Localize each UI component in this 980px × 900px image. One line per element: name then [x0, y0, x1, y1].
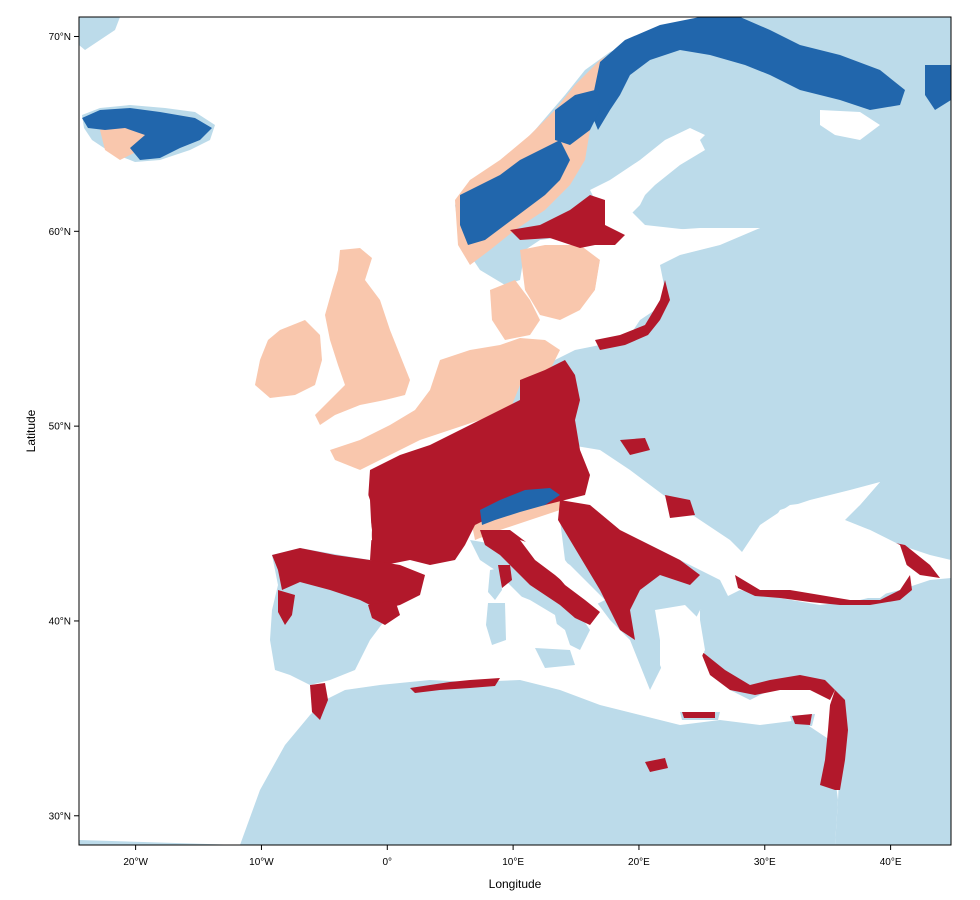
tyrrhenian-sea: [505, 590, 560, 645]
region-east-patches: [665, 495, 695, 518]
class-dark-red-layer: [272, 195, 940, 790]
white-sea: [820, 110, 880, 140]
region-norwegian-mountains: [460, 140, 570, 245]
region-north-africa-coast: [410, 678, 500, 693]
black-sea: [738, 482, 910, 598]
region-morocco: [310, 683, 328, 720]
region-central-sweden: [510, 195, 625, 248]
y-tick-label: 50°N: [49, 422, 71, 433]
region-north-iberia: [272, 548, 425, 610]
gulf-of-bothnia: [610, 128, 705, 215]
region-denmark: [490, 280, 540, 340]
region-levant: [820, 690, 848, 790]
gulf-of-finland: [640, 228, 760, 248]
region-balkans: [558, 500, 700, 640]
x-axis: 20°W 10°W 0° 10°E 20°E 30°E 40°E: [123, 845, 902, 868]
region-iceland-highlands: [82, 108, 212, 160]
class-dark-blue-layer: [82, 17, 951, 525]
region-italy: [480, 530, 600, 625]
x-tick-label: 20°W: [123, 857, 148, 868]
panel-frame: [78, 16, 952, 846]
island-corsica: [488, 568, 502, 600]
island-sicily: [535, 648, 575, 668]
region-nw-europe: [330, 338, 560, 470]
x-tick-label: 0°: [383, 857, 393, 868]
x-tick-label: 40°E: [880, 857, 902, 868]
region-crete: [682, 712, 715, 718]
region-anatolia-south-coast: [700, 650, 835, 700]
region-north-fennoscandia: [590, 17, 905, 130]
bay-of-biscay: [279, 460, 372, 550]
region-south-sweden: [520, 245, 600, 320]
region-kola-east: [925, 65, 951, 110]
x-tick-label: 30°E: [754, 857, 776, 868]
x-tick-label: 10°W: [249, 857, 274, 868]
region-cyprus: [792, 714, 812, 725]
region-black-sea-south-coast: [735, 575, 912, 605]
region-central-norway: [555, 90, 600, 145]
y-tick-label: 40°N: [49, 616, 71, 627]
x-tick-label: 10°E: [502, 857, 524, 868]
baltic-sea: [575, 240, 660, 335]
landmass-greenland-edge: [79, 17, 120, 50]
region-sardinia: [498, 565, 512, 588]
region-ireland: [255, 320, 322, 398]
aegean-sea: [655, 605, 705, 690]
map-panel: [79, 17, 951, 845]
y-tick-label: 30°N: [49, 811, 71, 822]
inland-seas: [279, 110, 910, 690]
y-tick-label: 70°N: [49, 32, 71, 43]
x-axis-title: Longitude: [489, 877, 542, 891]
y-tick-label: 60°N: [49, 227, 71, 238]
y-axis-title: Latitude: [24, 409, 38, 452]
region-carpathians: [620, 438, 650, 455]
region-baltic-coast: [595, 280, 670, 350]
region-france-central-europe: [368, 360, 590, 565]
region-western-iberia: [278, 590, 295, 625]
x-tick-label: 20°E: [628, 857, 650, 868]
region-libya-coast: [645, 758, 668, 772]
region-alps: [480, 488, 560, 525]
landmass-africa: [79, 680, 838, 845]
region-great-britain: [315, 248, 410, 425]
y-axis: 30°N 40°N 50°N 60°N 70°N: [49, 32, 79, 822]
adriatic-sea: [520, 540, 605, 605]
island-sardinia: [486, 603, 506, 645]
landmass-anatolia-levant: [700, 578, 951, 845]
region-catalonia: [368, 600, 400, 625]
